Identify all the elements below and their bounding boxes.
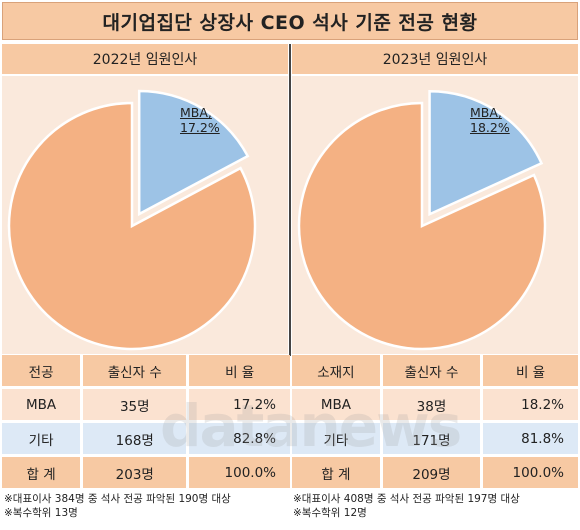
left-panel-heading: 2022년 임원인사: [2, 44, 288, 74]
row-count: 168명: [83, 423, 190, 454]
header-count: 출신자 수: [83, 355, 190, 386]
note-line: ※복수학위 13명: [4, 507, 78, 519]
row-label: 합 계: [292, 457, 383, 488]
row-count: 209명: [382, 457, 484, 488]
notes-2023: ※대표이사 408명 중 석사 전공 파악된 197명 대상 ※복수학위 12명: [293, 492, 520, 520]
table-row: MBA 35명 17.2%: [2, 389, 290, 420]
table-total-row: 합 계 209명 100.0%: [292, 457, 578, 488]
row-label: 기타: [292, 423, 383, 454]
table-row: MBA 38명 18.2%: [292, 389, 578, 420]
header-ratio: 비 율: [483, 355, 578, 386]
table-2022: 전공 출신자 수 비 율 MBA 35명 17.2% 기타 168명 82.8%…: [2, 352, 290, 491]
row-count: 203명: [83, 457, 190, 488]
row-ratio: 100.0%: [189, 457, 290, 488]
header-location: 소재지: [292, 355, 383, 386]
mba-label-2023: MBA, 18.2%: [470, 105, 510, 135]
row-ratio: 100.0%: [483, 457, 578, 488]
note-line: ※대표이사 408명 중 석사 전공 파악된 197명 대상: [293, 493, 520, 505]
row-count: 171명: [382, 423, 484, 454]
notes-2022: ※대표이사 384명 중 석사 전공 파악된 190명 대상 ※복수학위 13명: [4, 492, 231, 520]
pie-chart-2022: [7, 89, 257, 351]
row-label: 기타: [2, 423, 84, 454]
mba-label-2022-name: MBA,: [180, 105, 212, 120]
mba-label-2023-value: 18.2%: [470, 120, 510, 135]
mba-label-2022: MBA, 17.2%: [180, 105, 220, 135]
right-panel-heading: 2023년 임원인사: [292, 44, 578, 74]
table-row: 기타 171명 81.8%: [292, 423, 578, 454]
table-header-row: 소재지 출신자 수 비 율: [292, 355, 578, 386]
page-title: 대기업집단 상장사 CEO 석사 기준 전공 현황: [2, 2, 578, 40]
panel-divider: [289, 44, 291, 356]
row-count: 38명: [382, 389, 484, 420]
mba-label-2022-value: 17.2%: [180, 120, 220, 135]
row-label: MBA: [2, 389, 84, 420]
pie-slice-other-2023: [297, 101, 547, 351]
table-total-row: 합 계 203명 100.0%: [2, 457, 290, 488]
row-ratio: 81.8%: [483, 423, 578, 454]
note-line: ※대표이사 384명 중 석사 전공 파악된 190명 대상: [4, 493, 231, 505]
pie-slice-other-2022: [7, 101, 257, 351]
row-count: 35명: [83, 389, 190, 420]
note-line: ※복수학위 12명: [293, 507, 367, 519]
row-ratio: 82.8%: [189, 423, 290, 454]
row-label: MBA: [292, 389, 383, 420]
pie-slice-mba-2022: [137, 89, 250, 217]
table-2023: 소재지 출신자 수 비 율 MBA 38명 18.2% 기타 171명 81.8…: [292, 352, 578, 491]
row-ratio: 17.2%: [189, 389, 290, 420]
pie-chart-2023: [297, 89, 547, 351]
table-header-row: 전공 출신자 수 비 율: [2, 355, 290, 386]
header-major: 전공: [2, 355, 84, 386]
row-ratio: 18.2%: [483, 389, 578, 420]
table-row: 기타 168명 82.8%: [2, 423, 290, 454]
row-label: 합 계: [2, 457, 84, 488]
header-count: 출신자 수: [382, 355, 484, 386]
header-ratio: 비 율: [189, 355, 290, 386]
pie-slice-mba-2023: [428, 89, 544, 217]
mba-label-2023-name: MBA,: [470, 105, 502, 120]
